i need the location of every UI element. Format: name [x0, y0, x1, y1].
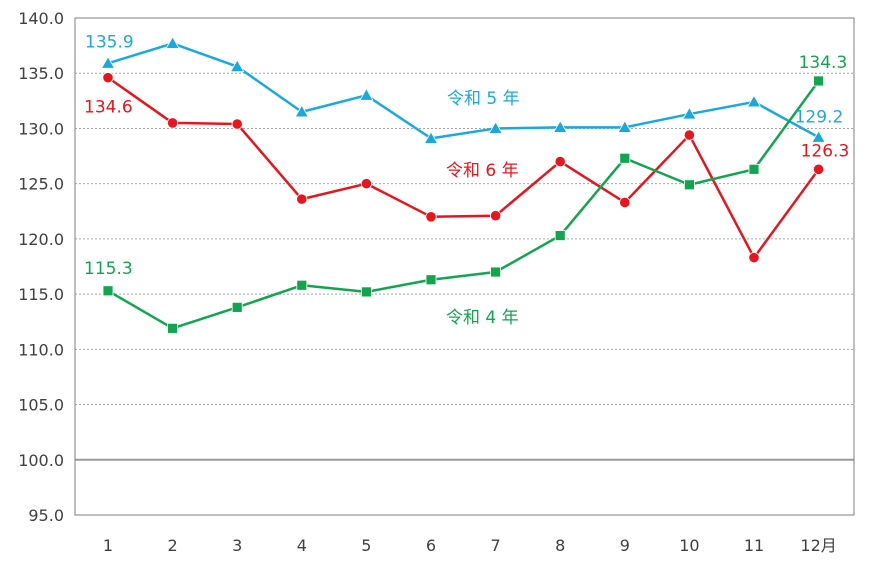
y-tick-label: 100.0	[18, 451, 64, 470]
series-name-label: 令和 6 年	[446, 161, 519, 181]
data-point-square	[490, 266, 502, 278]
series-layer	[100, 36, 826, 334]
data-point-square	[167, 322, 179, 334]
axes: 95.0 100.0 105.0 110.0 115.0 120.0 125.0 130.0 1…	[18, 9, 855, 555]
data-point-circle	[619, 196, 631, 209]
data-point-triangle	[682, 106, 697, 120]
series-line	[107, 42, 820, 140]
series-line	[107, 76, 820, 259]
x-tick-label: 9	[620, 536, 630, 555]
data-point-circle	[812, 163, 825, 175]
y-tick-label: 120.0	[18, 230, 64, 249]
data-point-circle	[231, 118, 243, 130]
labels-layer: 令和 5 年令和 6 年令和 4 年 135.9 129.2 134.6 126.3 11…	[84, 32, 849, 328]
data-point-circle	[296, 193, 308, 205]
x-tick-label: 12月	[800, 536, 836, 555]
x-tick-label: 8	[555, 536, 565, 555]
x-tick-label: 5	[361, 536, 371, 555]
series-name-label: 令和 4 年	[446, 308, 519, 328]
x-tick-label: 11	[744, 536, 764, 555]
data-label: 134.3	[799, 53, 848, 73]
data-point-square	[231, 301, 243, 313]
data-point-circle	[167, 117, 179, 129]
data-point-triangle	[100, 55, 116, 69]
y-tick-label: 130.0	[18, 119, 64, 138]
data-point-circle	[102, 72, 114, 84]
data-point-triangle	[617, 120, 632, 133]
x-tick-label: 3	[232, 536, 242, 555]
y-tick-label: 115.0	[18, 285, 64, 304]
data-label: 134.6	[84, 98, 133, 118]
data-point-triangle	[423, 131, 439, 144]
data-point-square	[425, 274, 437, 286]
data-point-triangle	[553, 120, 568, 133]
x-tick-label: 4	[297, 536, 307, 555]
data-point-triangle	[359, 87, 374, 101]
data-point-square	[296, 279, 308, 291]
data-point-circle	[425, 211, 437, 223]
data-point-triangle	[811, 129, 826, 143]
data-point-square	[813, 75, 824, 87]
data-point-circle	[748, 252, 760, 264]
x-tick-label: 2	[168, 536, 178, 555]
y-tick-label: 140.0	[18, 9, 64, 28]
data-point-square	[102, 285, 114, 297]
x-tick-label: 7	[491, 536, 501, 555]
y-tick-label: 105.0	[18, 396, 64, 415]
grid-lines	[75, 72, 854, 461]
x-tick-label: 10	[679, 536, 699, 555]
y-tick-label: 110.0	[18, 340, 64, 359]
data-label: 135.9	[85, 32, 134, 52]
data-point-circle	[554, 155, 566, 168]
data-point-triangle	[165, 36, 180, 49]
plot-frame	[74, 17, 855, 516]
data-label: 129.2	[795, 107, 844, 127]
data-point-triangle	[746, 94, 762, 108]
data-label: 115.3	[84, 259, 133, 279]
x-tick-label: 1	[103, 536, 113, 555]
data-point-circle	[360, 178, 372, 190]
series-name-label: 令和 5 年	[447, 89, 520, 109]
y-tick-label: 95.0	[28, 506, 64, 525]
y-tick-label: 125.0	[18, 175, 64, 194]
data-point-square	[619, 152, 631, 164]
x-tick-label: 6	[426, 536, 436, 555]
data-point-circle	[489, 210, 502, 222]
data-point-square	[684, 179, 695, 191]
data-point-triangle	[230, 59, 245, 72]
data-point-square	[360, 286, 372, 298]
data-point-square	[554, 230, 566, 241]
data-point-triangle	[488, 121, 503, 134]
data-point-triangle	[294, 104, 309, 118]
series-line	[107, 80, 820, 330]
y-tick-label: 135.0	[18, 64, 64, 83]
data-label: 126.3	[801, 141, 850, 161]
data-point-square	[748, 163, 760, 175]
data-point-circle	[683, 129, 696, 141]
